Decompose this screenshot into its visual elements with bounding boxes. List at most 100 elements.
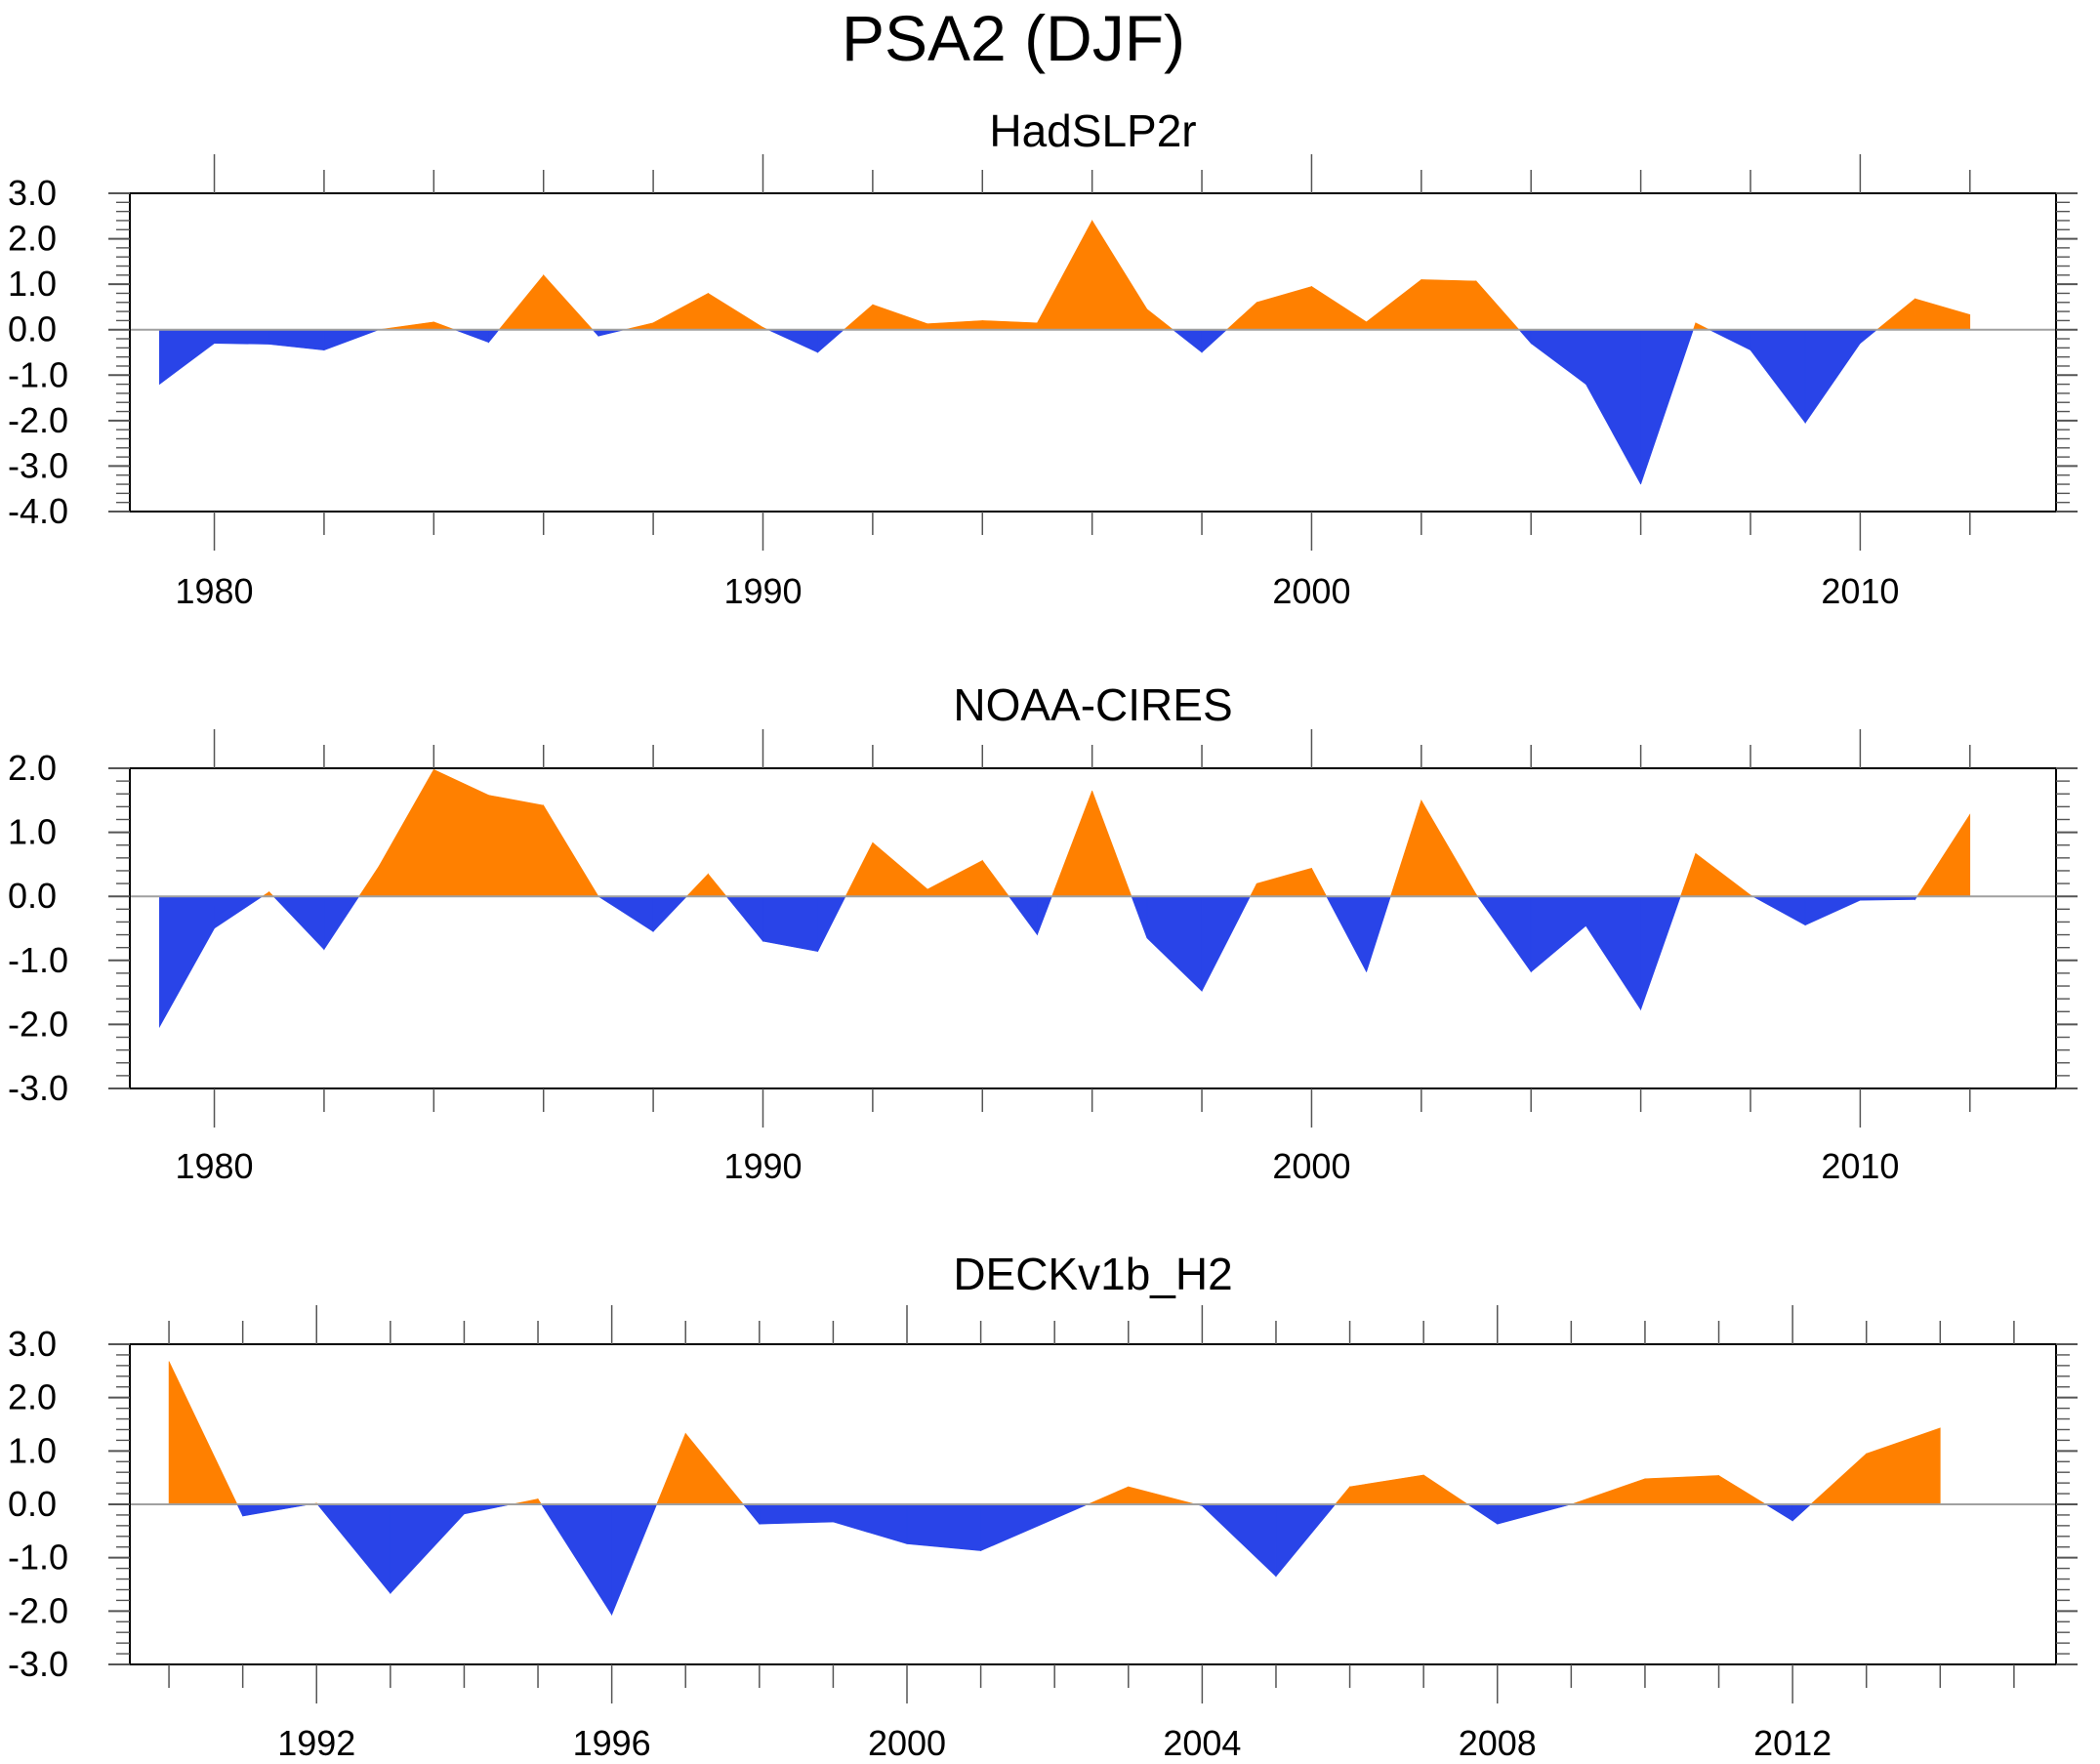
area-segment-positive — [358, 865, 380, 897]
area-segment-positive — [543, 803, 599, 897]
area-segment-positive — [707, 873, 727, 897]
area-segment-negative — [1366, 895, 1391, 972]
area-segment-negative — [464, 1503, 513, 1515]
area-segment-negative — [759, 1503, 834, 1525]
area-segment-positive — [1088, 1486, 1130, 1505]
x-tick-label: 2012 — [1753, 1723, 1832, 1763]
panel-title: HadSLP2r — [989, 105, 1196, 156]
area-segment-positive — [1718, 1474, 1767, 1505]
area-segment-positive — [1349, 1474, 1424, 1505]
plot-frame — [129, 767, 2057, 1089]
area-segment-positive — [1335, 1486, 1350, 1505]
x-tick-label: 1990 — [723, 1146, 802, 1186]
area-segment-positive — [1644, 1475, 1719, 1505]
area-segment-positive — [981, 320, 1038, 331]
x-tick-label: 2000 — [868, 1723, 946, 1763]
area-segment-negative — [652, 895, 688, 933]
area-segment-negative — [1131, 895, 1148, 938]
area-segment-positive — [684, 1432, 744, 1505]
area-segment-negative — [817, 329, 845, 353]
panel-deckv1b-h2: DECKv1b_H2 3.0 2.0 1.0 0.0 -1.0 -2.0 -3.0 1992 1… — [8, 1249, 2078, 1763]
area-segment-negative — [1037, 895, 1052, 935]
area-segment-negative — [1585, 895, 1641, 1011]
area-segment-positive — [624, 322, 654, 331]
area-segment-negative — [159, 895, 215, 1029]
area-segment-negative — [323, 895, 360, 951]
area-segment-positive — [433, 768, 489, 897]
area-segment-negative — [1466, 1503, 1499, 1525]
panel-title: NOAA-CIRES — [953, 679, 1232, 730]
area-segment-positive — [1571, 1478, 1646, 1505]
area-segment-negative — [767, 329, 818, 353]
x-tick-label: 1990 — [723, 571, 802, 611]
x-tick-label: 2004 — [1163, 1723, 1241, 1763]
area-segment-positive — [1915, 298, 1971, 331]
area-segment-positive — [1475, 280, 1520, 331]
y-tick-label: -2.0 — [8, 1590, 68, 1630]
x-tick-label: 2000 — [1272, 1146, 1350, 1186]
y-tick-label: -1.0 — [8, 354, 68, 394]
area-segment-positive — [1091, 219, 1148, 331]
area-segment-positive — [1091, 790, 1132, 897]
area-segment-negative — [242, 1503, 311, 1517]
area-segment-positive — [685, 873, 709, 897]
area-segment-negative — [1053, 1503, 1089, 1520]
area-segment-positive — [1421, 799, 1477, 897]
area-segment-negative — [454, 329, 489, 344]
area-segment-positive — [1311, 868, 1328, 897]
y-tick-label: 0.0 — [8, 876, 57, 916]
area-segment-negative — [597, 895, 654, 932]
y-tick-label: -3.0 — [8, 445, 68, 485]
x-tick-label: 2008 — [1459, 1723, 1537, 1763]
area-segment-positive — [1875, 298, 1915, 331]
y-tick-label: 1.0 — [8, 812, 57, 852]
y-tick-label: -4.0 — [8, 491, 68, 531]
area-segment-negative — [1585, 329, 1641, 485]
area-segment-positive — [1128, 1486, 1197, 1505]
area-segment-positive — [1695, 852, 1751, 897]
area-segment-negative — [390, 1503, 465, 1595]
x-tick-label: 2010 — [1821, 571, 1899, 611]
area-segment-positive — [378, 768, 434, 897]
area-segment-negative — [1640, 329, 1694, 485]
area-segment-negative — [1860, 329, 1878, 345]
y-tick-label: -2.0 — [8, 1004, 68, 1044]
area-segment-negative — [1764, 1503, 1793, 1522]
area-segment-negative — [611, 1503, 658, 1616]
area-segment-positive — [1037, 220, 1092, 331]
area-segment-negative — [159, 329, 215, 386]
area-segment-negative — [1518, 329, 1532, 345]
y-tick-label: -1.0 — [8, 1538, 68, 1578]
area-segment-negative — [540, 1503, 612, 1617]
y-tick-label: 1.0 — [8, 264, 57, 304]
area-segment-positive — [1256, 867, 1312, 897]
area-segment-negative — [1172, 329, 1203, 353]
area-segment-positive — [1225, 302, 1257, 331]
area-segment-negative — [1202, 1503, 1277, 1578]
y-tick-label: 1.0 — [8, 1430, 57, 1470]
area-segment-negative — [1750, 329, 1806, 425]
y-tick-label: 3.0 — [8, 1324, 57, 1364]
area-segment-positive — [1146, 308, 1174, 331]
area-segment-positive — [1366, 278, 1422, 331]
area-segment-positive — [1695, 322, 1709, 331]
area-segment-negative — [817, 895, 846, 952]
x-tick-label: 2000 — [1272, 571, 1350, 611]
area-segment-negative — [268, 329, 325, 351]
area-segment-negative — [488, 329, 500, 344]
area-segment-positive — [1051, 790, 1092, 897]
area-segment-negative — [214, 895, 264, 929]
area-segment-negative — [1326, 895, 1367, 972]
x-tick-label: 1980 — [175, 1146, 253, 1186]
area-segment-negative — [980, 1503, 1055, 1552]
area-segment-positive — [433, 321, 455, 331]
area-segment-positive — [844, 841, 874, 897]
area-segment-negative — [1530, 329, 1586, 386]
figure-title: PSA2 (DJF) — [842, 2, 1185, 74]
area-segment-positive — [1421, 279, 1477, 331]
area-segment-positive — [656, 1433, 686, 1505]
area-segment-positive — [981, 859, 1009, 897]
area-segment-negative — [214, 329, 270, 345]
area-segment-negative — [1201, 329, 1228, 353]
